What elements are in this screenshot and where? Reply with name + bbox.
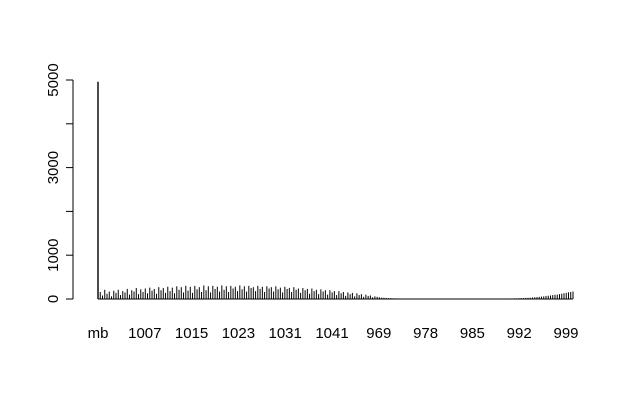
- y-tick-label: 3000: [45, 151, 62, 184]
- y-tick-label: 0: [45, 295, 62, 303]
- x-tick-label: 969: [366, 325, 391, 342]
- x-tick-label: 1023: [222, 325, 255, 342]
- x-tick-label: 978: [413, 325, 438, 342]
- y-axis: 0 1000 3000 5000: [45, 63, 74, 303]
- x-tick-label: 1015: [175, 325, 208, 342]
- x-tick-label: 1041: [315, 325, 348, 342]
- bars-group: [97, 81, 574, 300]
- y-tick-label: 1000: [45, 239, 62, 272]
- x-tick-label: 1031: [269, 325, 302, 342]
- x-tick-label: 992: [507, 325, 532, 342]
- x-tick-label: 985: [460, 325, 485, 342]
- x-tick-label: 1007: [128, 325, 161, 342]
- x-tick-label: 999: [553, 325, 578, 342]
- y-tick-label: 5000: [45, 63, 62, 96]
- x-tick-label: mb: [88, 325, 109, 342]
- x-axis-labels: mb 1007 1015 1023 1031 1041 969 978 985 992 999: [88, 325, 579, 342]
